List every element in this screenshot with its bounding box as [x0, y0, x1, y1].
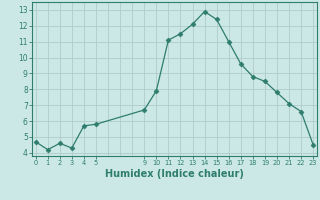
X-axis label: Humidex (Indice chaleur): Humidex (Indice chaleur) — [105, 169, 244, 179]
